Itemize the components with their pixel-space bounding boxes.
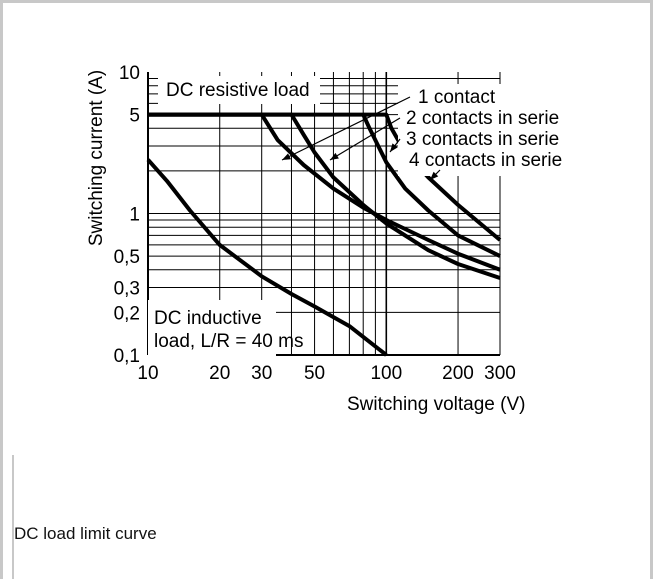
x-axis-label: Switching voltage (V) xyxy=(347,394,525,415)
y-tick-label: 0,2 xyxy=(114,303,140,324)
x-tick-label: 20 xyxy=(209,363,230,384)
x-tick-label: 30 xyxy=(251,363,272,384)
y-tick-label: 10 xyxy=(119,63,140,84)
x-tick-label: 50 xyxy=(304,363,325,384)
frame-divider xyxy=(12,455,14,579)
curve-label: 4 contacts in serie xyxy=(409,150,562,171)
series-line-5 xyxy=(146,158,388,357)
y-tick-label: 0,5 xyxy=(114,247,140,268)
inductive-load-label-line1: DC inductive xyxy=(154,308,262,329)
x-tick-label: 300 xyxy=(484,363,516,384)
curve-label-bg xyxy=(398,84,588,176)
leader-arrowhead xyxy=(430,171,439,180)
tick-labels: 10 20 30 50 100 200 300 0,1 0,2 0,3 0,5 1 5 10 xyxy=(114,63,516,384)
curve-label: 1 contact xyxy=(418,87,496,108)
y-tick-label: 1 xyxy=(129,205,140,226)
leader-arrowhead xyxy=(282,153,291,160)
resistive-load-label: DC resistive load xyxy=(166,80,310,101)
series-line-3 xyxy=(148,112,501,258)
y-tick-label: 5 xyxy=(129,106,140,127)
leader-arrowhead xyxy=(330,152,339,160)
inductive-label-bg xyxy=(148,300,276,356)
x-tick-label: 200 xyxy=(442,363,474,384)
leader-arrowhead xyxy=(390,143,398,152)
leader-line xyxy=(281,96,411,161)
x-tick-label: 100 xyxy=(370,363,402,384)
y-axis-label: Switching current (A) xyxy=(86,70,107,246)
inductive-load-label-line2: load, L/R = 40 ms xyxy=(154,331,303,352)
curve-label: 2 contacts in serie xyxy=(406,108,559,129)
y-tick-label: 0,1 xyxy=(114,346,140,367)
x-tick-label: 10 xyxy=(137,363,158,384)
resistive-label-bg xyxy=(158,76,320,104)
figure-caption: DC load limit curve xyxy=(14,524,157,543)
series-line-2 xyxy=(148,112,501,280)
curve-label: 3 contacts in serie xyxy=(406,129,559,150)
y-tick-label: 0,3 xyxy=(114,278,140,299)
leader-line xyxy=(329,117,401,161)
